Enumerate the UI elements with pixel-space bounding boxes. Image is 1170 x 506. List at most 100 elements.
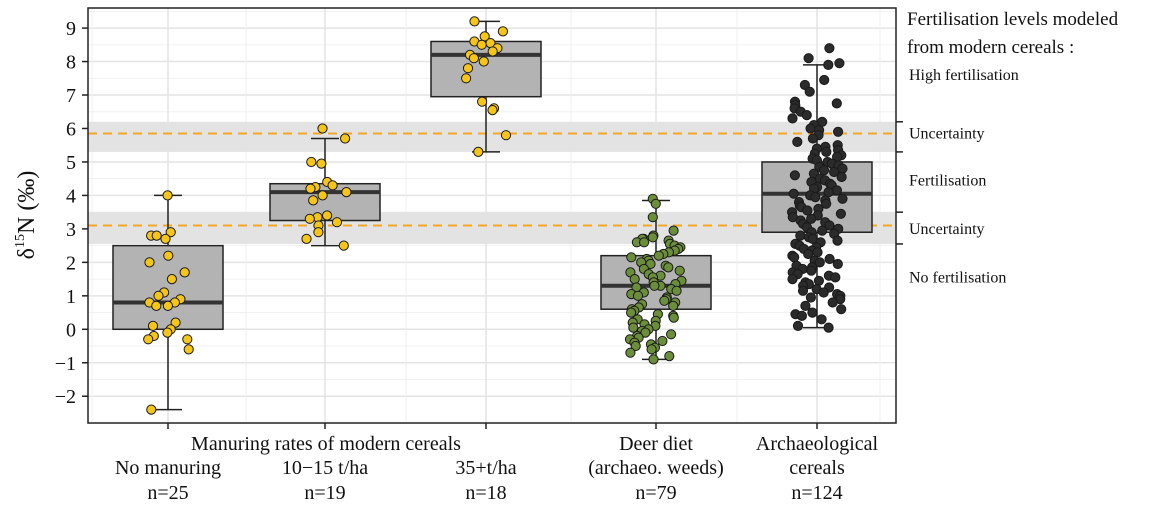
- x-category-label: 10−15 t/ha: [282, 457, 368, 479]
- data-point: [632, 290, 644, 301]
- data-point: [327, 180, 338, 191]
- y-tick-label: 3: [66, 219, 76, 241]
- data-point: [805, 292, 817, 303]
- y-tick-label: −1: [55, 353, 76, 375]
- data-point: [304, 213, 315, 224]
- data-point: [179, 267, 190, 278]
- data-point: [313, 227, 324, 238]
- y-tick-label: 7: [66, 85, 76, 107]
- data-point: [469, 16, 480, 27]
- data-point: [792, 320, 804, 331]
- data-point: [807, 133, 819, 144]
- data-point: [653, 250, 664, 261]
- data-point: [461, 73, 472, 84]
- data-point: [818, 287, 829, 298]
- y-axis-label: δ15N (‰): [13, 171, 40, 260]
- data-point: [804, 86, 815, 97]
- data-point: [812, 247, 823, 258]
- plot-border: [87, 7, 897, 424]
- data-point: [824, 253, 835, 265]
- data-point: [668, 225, 679, 236]
- data-point: [473, 146, 484, 157]
- data-point: [663, 262, 674, 273]
- data-point: [836, 304, 847, 315]
- data-point: [305, 183, 316, 194]
- data-point: [800, 300, 811, 311]
- data-point: [817, 225, 828, 236]
- data-point: [182, 334, 193, 345]
- data-point: [832, 258, 843, 270]
- y-tick-label: 0: [66, 319, 76, 341]
- data-point: [316, 158, 327, 169]
- data-point: [664, 351, 675, 362]
- data-point: [162, 300, 173, 311]
- data-point: [626, 307, 637, 318]
- data-point: [668, 312, 679, 323]
- data-point: [144, 257, 155, 268]
- data-point: [301, 233, 312, 244]
- data-point: [807, 307, 818, 318]
- data-point: [802, 205, 813, 216]
- data-point: [827, 297, 838, 308]
- data-point: [821, 198, 832, 209]
- y-tick-label: 4: [66, 185, 76, 207]
- data-point: [468, 53, 479, 64]
- data-point: [671, 285, 682, 296]
- data-point: [143, 334, 154, 345]
- y-tick-label: 6: [66, 118, 76, 140]
- data-point: [338, 240, 349, 251]
- data-point: [829, 166, 840, 178]
- y-axis-label-rest: N (‰): [14, 171, 40, 234]
- data-point: [837, 193, 848, 204]
- data-point: [476, 39, 487, 50]
- data-point: [639, 237, 650, 248]
- data-point: [630, 340, 641, 352]
- x-category-n-label: n=25: [147, 482, 188, 504]
- x-category-n-label: n=124: [791, 482, 842, 504]
- x-category-label: Archaeological: [756, 433, 879, 455]
- data-point: [787, 113, 798, 124]
- data-point: [668, 300, 679, 311]
- y-tick-label: 9: [66, 18, 76, 40]
- x-category-label: Deer diet: [619, 433, 693, 455]
- x-category-n-label: n=19: [304, 482, 345, 504]
- data-point: [477, 96, 488, 107]
- data-point: [824, 43, 835, 54]
- data-point: [163, 250, 174, 261]
- legend-level-label: Uncertainty: [909, 221, 985, 238]
- data-point: [165, 227, 176, 238]
- data-point: [162, 327, 173, 338]
- data-point: [803, 53, 814, 64]
- data-point: [626, 252, 637, 263]
- legend-level-label: High fertilisation: [909, 67, 1019, 84]
- data-point: [317, 123, 328, 134]
- y-axis-label-sup: 15: [13, 234, 28, 248]
- x-category-label-line2: cereals: [789, 457, 845, 479]
- data-point: [500, 130, 512, 141]
- x-group-header: Manuring rates of modern cereals: [191, 433, 461, 455]
- data-point: [806, 213, 817, 224]
- legend-level-label: Uncertainty: [909, 126, 985, 143]
- y-axis: −2 −1 0 1 2 3 4 5 6 7 8 9: [55, 18, 88, 408]
- data-point: [650, 198, 661, 209]
- data-point: [648, 354, 659, 365]
- data-point: [801, 110, 812, 121]
- box-iqr: [430, 40, 542, 98]
- data-point: [659, 295, 670, 306]
- data-point: [810, 192, 821, 203]
- data-point: [834, 58, 845, 69]
- data-point: [629, 274, 640, 285]
- data-point: [647, 232, 658, 243]
- data-point: [183, 344, 194, 355]
- data-point: [806, 265, 817, 276]
- data-point: [832, 235, 843, 246]
- data-point: [478, 56, 489, 67]
- x-axis: No manuring n=25 10−15 t/ha n=19 35+t/ha n=18…: [115, 423, 879, 504]
- data-point: [487, 105, 498, 116]
- data-point: [657, 335, 668, 347]
- data-point: [331, 217, 343, 228]
- data-point: [819, 74, 830, 86]
- data-point: [803, 248, 814, 260]
- data-point: [674, 265, 685, 276]
- data-point: [647, 212, 658, 223]
